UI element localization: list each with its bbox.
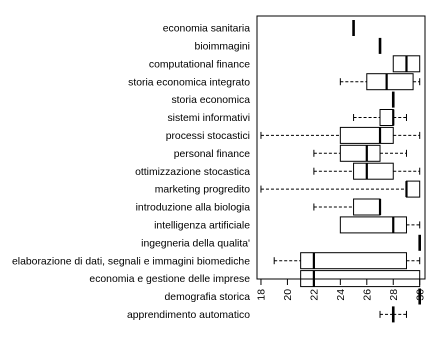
category-label: computational finance [149,59,250,70]
category-label: introduzione alla biologia [136,203,251,214]
category-label: storia economica [171,95,250,106]
box-item [273,252,421,270]
box-item [313,144,407,162]
boxes-layer [260,20,422,323]
x-tick-label: 18 [257,289,268,301]
box-item [313,162,421,180]
x-axis: 18 20 22 24 26 28 30 [257,279,426,301]
x-tick-label: 30 [415,289,426,301]
box-iqr [339,126,394,144]
box-iqr [405,180,421,198]
category-label: apprendimento automatico [127,310,250,321]
box-iqr [353,198,381,216]
category-label: economia e gestione delle imprese [89,274,250,285]
x-tick-label: 22 [309,289,320,301]
box-iqr [379,109,394,126]
category-label: intelligenza artificiale [154,221,250,232]
box-item [392,55,421,73]
box-item [339,73,421,91]
box-item [260,126,421,144]
x-tick-label: 26 [362,289,373,301]
box-iqr [366,73,414,91]
category-label: ingegneria della qualita' [141,238,250,249]
box-item [353,109,407,126]
box-item [379,306,407,323]
category-label: elaborazione di dati, segnali e immagini… [12,256,250,267]
category-label: bioimmagini [195,42,250,53]
box-iqr [300,270,421,288]
box-iqr [339,216,407,234]
x-tick-label: 28 [389,289,400,301]
category-label: processi stocastici [166,131,250,142]
x-tick-label: 24 [336,289,347,301]
box-iqr [300,252,407,270]
plot-frame [256,15,426,280]
box-item [313,198,382,216]
category-labels: economia sanitaria bioimmagini computation… [12,24,250,321]
category-label: economia sanitaria [163,24,250,35]
box-iqr [353,162,394,180]
category-label: storia economica integrato [128,77,250,88]
x-tick-label: 20 [283,289,294,301]
category-label: personal finance [174,149,250,160]
box-iqr [339,144,381,162]
category-label: demografia storica [165,292,251,303]
box-item [260,180,421,198]
box-item [339,216,421,234]
category-label: sistemi informativi [167,113,250,124]
category-label: marketing progredito [155,185,251,196]
category-label: ottimizzazione stocastica [135,167,250,178]
